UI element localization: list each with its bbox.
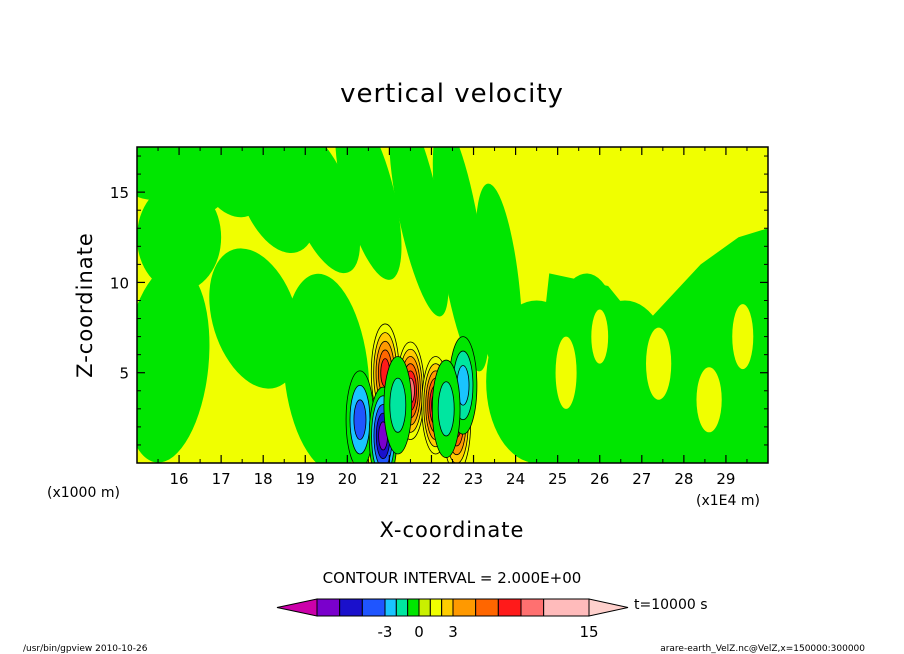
x-tick-label: 24 (506, 470, 525, 488)
x-tick-label: 17 (212, 470, 231, 488)
colorbar-label: 3 (448, 623, 458, 641)
colorbar-box (475, 598, 499, 617)
weak-updraft-band (209, 248, 301, 389)
weak-updraft-band (137, 183, 222, 292)
colorbar-box (520, 598, 545, 617)
velocity-cell-contour (353, 399, 367, 440)
colorbar-label: -3 (378, 623, 393, 641)
colorbar-labels: -3 0 3 15 (378, 623, 599, 641)
weak-updraft-band (432, 147, 490, 372)
colorbar (276, 598, 629, 617)
y-axis-label: Z-coordinate (73, 232, 97, 378)
x-axis-ticks: 16 17 18 19 20 21 22 23 24 25 26 27 28 29 (157, 147, 748, 488)
x-tick-label: 23 (464, 470, 483, 488)
x-tick-label: 22 (422, 470, 441, 488)
x-tick-label: 19 (296, 470, 315, 488)
x-unit-left: (x1000 m) (47, 485, 120, 501)
footer-left: /usr/bin/gpview 2010-10-26 (23, 644, 148, 654)
colorbar-label: 0 (414, 623, 424, 641)
colorbar-box (339, 598, 363, 617)
weak-updraft-band (137, 264, 210, 463)
x-unit-right: (x1E4 m) (696, 493, 760, 509)
colorbar-box (361, 598, 386, 617)
x-tick-label: 25 (548, 470, 567, 488)
colorbar-box (384, 598, 397, 617)
footer-right: arare-earth_VelZ.nc@VelZ,x=150000:300000 (660, 644, 865, 654)
y-tick-label: 10 (110, 274, 129, 292)
time-label: t=10000 s (634, 597, 708, 613)
colorbar-box (452, 598, 477, 617)
weak-downdraft-hole (646, 327, 672, 400)
y-axis-ticks: 5 10 15 (110, 155, 768, 446)
colorbar-box (543, 598, 590, 617)
x-tick-label: 21 (380, 470, 399, 488)
colorbar-box (395, 598, 409, 617)
velocity-cell-contour (389, 377, 407, 433)
weak-downdraft-hole (555, 336, 577, 409)
x-tick-label: 26 (590, 470, 609, 488)
colorbar-box (497, 598, 522, 617)
weak-updraft-band (335, 147, 402, 280)
x-tick-label: 20 (338, 470, 357, 488)
y-tick-label: 5 (119, 365, 129, 383)
colorbar-high-triangle (588, 598, 629, 617)
x-tick-label: 28 (674, 470, 693, 488)
colorbar-box (407, 598, 420, 617)
strong-velocity-cells (345, 323, 478, 463)
x-tick-label: 27 (632, 470, 651, 488)
weak-downdraft-hole (696, 367, 722, 433)
weak-downdraft-hole (732, 304, 754, 370)
velocity-field (137, 147, 768, 463)
weak-downdraft-hole (591, 309, 609, 364)
weak-updraft-band (284, 147, 361, 274)
colorbar-box (441, 598, 454, 617)
contour-interval: CONTOUR INTERVAL = 2.000E+00 (323, 569, 582, 587)
y-tick-label: 15 (110, 184, 129, 202)
chart-title: vertical velocity (340, 79, 564, 109)
colorbar-label: 15 (579, 623, 598, 641)
colorbar-box (418, 598, 431, 617)
weak-updraft-band (389, 147, 449, 317)
x-axis-label: X-coordinate (380, 518, 525, 542)
velocity-cell-contour (437, 381, 455, 437)
colorbar-box (429, 598, 443, 617)
x-tick-label: 18 (254, 470, 273, 488)
x-tick-label: 16 (170, 470, 189, 488)
colorbar-low-triangle (276, 598, 318, 617)
x-tick-label: 29 (716, 470, 735, 488)
colorbar-box (316, 598, 341, 617)
